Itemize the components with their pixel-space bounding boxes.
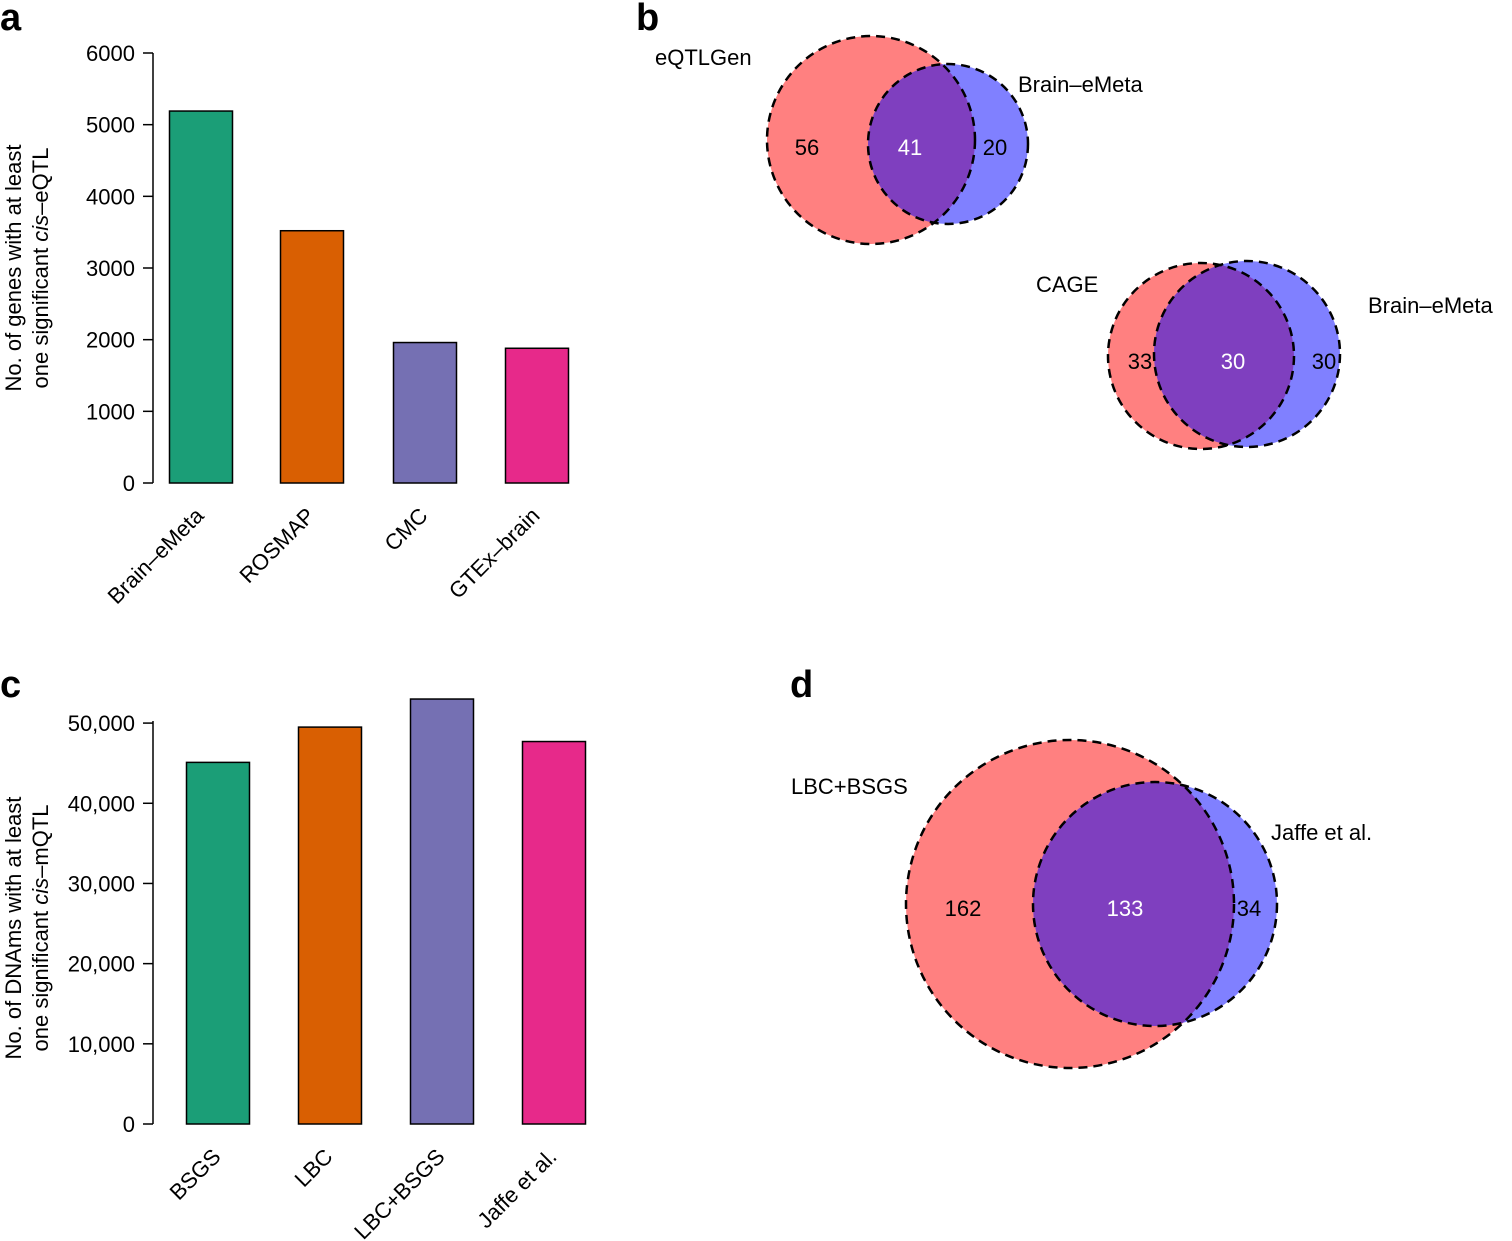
y-axis-label-c-line1: No. of DNAms with at least — [1, 797, 26, 1060]
y-axis-label-a: No. of genes with at least one significa… — [1, 144, 53, 391]
x-tick-label-c-3: Jaffe et al. — [472, 1144, 561, 1233]
y-axis-label-c-line2: one significant cis–mQTL — [28, 804, 53, 1051]
y-tick-label-c-1: 10,000 — [68, 1032, 135, 1057]
venn-b1-right-label: Brain–eMeta — [1018, 72, 1144, 97]
y-tick-label-a-2: 2000 — [86, 328, 135, 353]
y-tick-label-a-4: 4000 — [86, 184, 135, 209]
venn-d-right-label: Jaffe et al. — [1271, 820, 1372, 845]
venn-b-cage: CAGE Brain–eMeta 33 30 30 — [1036, 259, 1494, 451]
venn-d-overlap — [1033, 782, 1234, 1026]
y-tick-label-a-3: 3000 — [86, 256, 135, 281]
venn-b1-left-count: 56 — [795, 135, 819, 160]
y-axis-label-c: No. of DNAms with at least one significa… — [1, 797, 53, 1060]
x-tick-label-a-1: ROSMAP — [234, 503, 319, 588]
panel-label-d: d — [790, 664, 813, 706]
venn-b2-right-outline — [1152, 259, 1342, 449]
venn-b1-right-outline — [866, 62, 1030, 226]
x-tick-label-c-1: LBC — [290, 1144, 338, 1192]
y-tick-label-c-5: 50,000 — [68, 711, 135, 736]
venn-b2-left-label: CAGE — [1036, 272, 1098, 297]
bar-c-0 — [185, 761, 251, 1125]
bar-c-1 — [297, 726, 363, 1125]
venn-d-overlap-count: 133 — [1107, 896, 1144, 921]
panel-label-b: b — [636, 0, 659, 39]
y-tick-label-a-0: 0 — [123, 471, 135, 496]
venn-b-eqtlgen: eQTLGen Brain–eMeta 56 41 20 — [655, 34, 1144, 246]
bar-a-3 — [504, 347, 570, 484]
bar-a-2 — [392, 341, 458, 484]
venn-b2-left-outline — [1106, 261, 1296, 451]
bar-chart-c: 0 10,000 20,000 30,000 40,000 50,000 BSGS LBC L… — [1, 698, 587, 1241]
x-tick-label-a-0: Brain–eMeta — [103, 502, 209, 608]
y-tick-label-c-0: 0 — [123, 1112, 135, 1137]
y-tick-label-c-2: 20,000 — [68, 952, 135, 977]
x-tick-label-a-3: GTEx–brain — [444, 503, 545, 604]
venn-b1-overlap — [868, 64, 975, 224]
y-axis-label-a-line1: No. of genes with at least — [1, 144, 26, 391]
panel-label-c: c — [0, 664, 21, 706]
venn-b2-overlap-count: 30 — [1221, 349, 1245, 374]
y-axis-label-a-line2: one significant cis–eQTL — [28, 148, 53, 389]
bar-a-1 — [279, 229, 345, 484]
venn-d-right-outline — [1031, 780, 1279, 1028]
venn-d-left-outline — [904, 738, 1236, 1070]
venn-b2-right-count: 30 — [1312, 349, 1336, 374]
bar-chart-a: 0 1000 2000 3000 4000 5000 6000 Brain–eMeta ROS… — [1, 41, 570, 609]
venn-b1-overlap-count: 41 — [898, 135, 922, 160]
x-tick-label-c-0: BSGS — [165, 1144, 226, 1205]
x-tick-label-a-2: CMC — [379, 503, 432, 556]
y-tick-label-a-6: 6000 — [86, 41, 135, 66]
bar-c-2 — [409, 698, 475, 1125]
venn-b2-right-label: Brain–eMeta — [1368, 293, 1494, 318]
venn-b1-left-outline — [765, 34, 977, 246]
y-tick-label-c-3: 30,000 — [68, 871, 135, 896]
bar-a-0 — [168, 110, 234, 484]
panel-label-a: a — [0, 0, 22, 39]
x-tick-label-c-2: LBC+BSGS — [349, 1144, 449, 1241]
bar-c-3 — [521, 740, 587, 1125]
venn-d-right-count: 34 — [1237, 896, 1261, 921]
venn-b1-right-count: 20 — [983, 135, 1007, 160]
y-tick-label-a-1: 1000 — [86, 399, 135, 424]
venn-b1-left-label: eQTLGen — [655, 45, 752, 70]
y-tick-label-a-5: 5000 — [86, 113, 135, 138]
venn-d-left-label: LBC+BSGS — [791, 774, 908, 799]
venn-d-left-count: 162 — [945, 896, 982, 921]
y-tick-label-c-4: 40,000 — [68, 791, 135, 816]
venn-d: LBC+BSGS Jaffe et al. 162 133 34 — [791, 738, 1372, 1070]
venn-b2-left-count: 33 — [1128, 349, 1152, 374]
